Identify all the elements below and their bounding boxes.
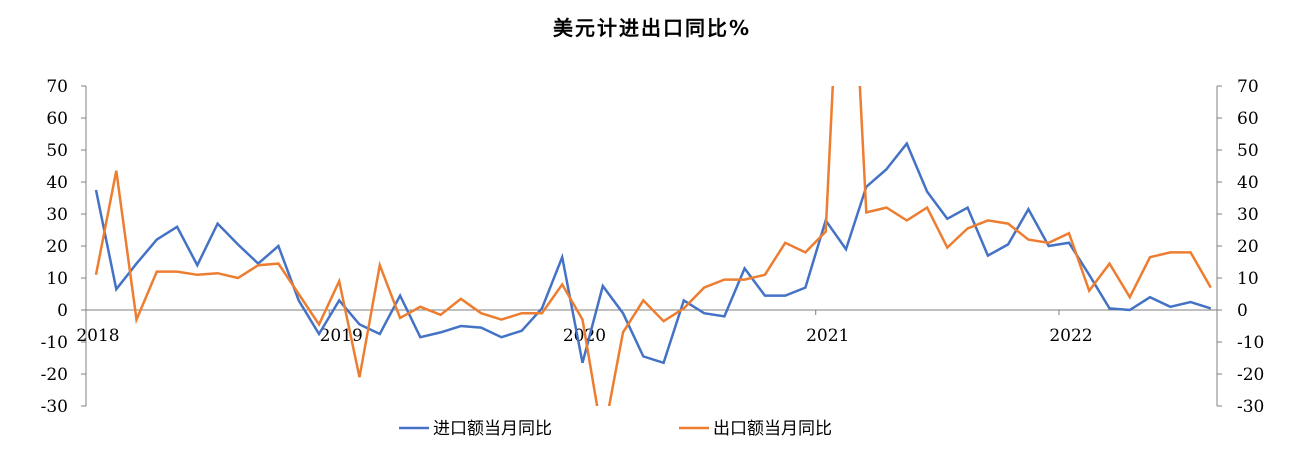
left-tick-label: -20 bbox=[41, 365, 68, 385]
left-tick-label: 70 bbox=[46, 77, 68, 97]
right-tick-label: -10 bbox=[1237, 333, 1264, 353]
left-tick-label: -10 bbox=[41, 333, 68, 353]
left-tick-label: 10 bbox=[46, 269, 68, 289]
export-yoy-line bbox=[94, 86, 1212, 406]
right-tick-label: -30 bbox=[1237, 397, 1264, 417]
right-tick-label: 10 bbox=[1237, 269, 1259, 289]
series-layer bbox=[94, 86, 1212, 406]
right-tick-label: 50 bbox=[1237, 141, 1259, 161]
left-tick-label: 60 bbox=[46, 109, 68, 129]
x-tick-label: 2022 bbox=[1049, 326, 1092, 346]
x-tick-label: 2021 bbox=[806, 326, 849, 346]
legend-label: 进口额当月同比 bbox=[433, 419, 552, 439]
left-tick-label: 40 bbox=[46, 173, 68, 193]
left-tick-label: 20 bbox=[46, 237, 68, 257]
right-tick-label: 0 bbox=[1237, 301, 1248, 321]
left-tick-label: 0 bbox=[57, 301, 68, 321]
legend-label: 出口额当月同比 bbox=[713, 419, 832, 439]
legend: 进口额当月同比 出口额当月同比 bbox=[399, 419, 832, 439]
left-tick-label: -30 bbox=[41, 397, 68, 417]
right-tick-label: 40 bbox=[1237, 173, 1259, 193]
x-tick-label: 2019 bbox=[320, 326, 363, 346]
left-tick-label: 50 bbox=[46, 141, 68, 161]
import-yoy-line bbox=[94, 141, 1212, 365]
left-y-axis-ticks: 70 60 50 40 30 20 10 0 -10 -20 -30 bbox=[41, 77, 86, 417]
x-axis-ticks: 2018 2019 2020 2021 2022 bbox=[76, 310, 1093, 346]
left-tick-label: 30 bbox=[46, 205, 68, 225]
chart-title: 美元计进出口同比% bbox=[552, 16, 752, 40]
right-tick-label: 30 bbox=[1237, 205, 1259, 225]
right-tick-label: 20 bbox=[1237, 237, 1259, 257]
right-tick-label: -20 bbox=[1237, 365, 1264, 385]
right-tick-label: 60 bbox=[1237, 109, 1259, 129]
right-y-axis-ticks: 70 60 50 40 30 20 10 0 -10 -20 -30 bbox=[1217, 77, 1264, 417]
x-tick-label: 2018 bbox=[76, 326, 119, 346]
right-tick-label: 70 bbox=[1237, 77, 1259, 97]
